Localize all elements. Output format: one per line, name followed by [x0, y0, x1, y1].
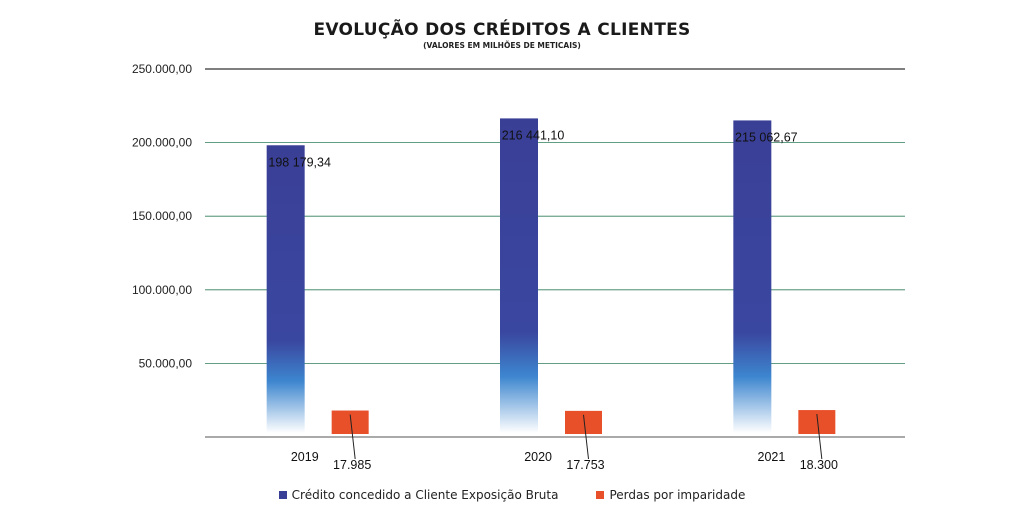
bar-impairment	[565, 410, 602, 434]
data-label-credit: 198 179,34	[268, 155, 331, 169]
chart-title: EVOLUÇÃO DOS CRÉDITOS A CLIENTES	[313, 20, 691, 40]
chart-legend: Crédito concedido a Cliente Exposição Br…	[0, 488, 1024, 502]
leader-line	[583, 414, 589, 460]
data-label-impairment: 17.985	[333, 458, 371, 472]
data-label-impairment: 17.753	[566, 458, 604, 472]
y-tick-label: 100.000,00	[132, 283, 192, 297]
legend-label-credit: Crédito concedido a Cliente Exposição Br…	[291, 488, 559, 502]
y-tick-label: 50.000,00	[139, 356, 193, 370]
bar-impairment	[798, 410, 836, 434]
x-tick-label: 2020	[524, 450, 552, 464]
data-label-credit: 216 441,10	[502, 128, 565, 142]
bar-credit	[500, 118, 538, 433]
legend-item-credit: Crédito concedido a Cliente Exposição Br…	[278, 488, 559, 502]
data-label-impairment: 18.300	[800, 458, 838, 472]
x-tick-label: 2021	[758, 450, 786, 464]
y-tick-label: 150.000,00	[132, 209, 192, 223]
bar-credit	[266, 145, 305, 433]
bar-credit	[733, 120, 772, 434]
leader-line	[349, 414, 356, 460]
legend-swatch-impairment	[596, 491, 605, 499]
y-tick-label: 250.000,00	[132, 62, 192, 76]
bar-impairment	[331, 410, 369, 434]
x-tick-label: 2019	[291, 450, 319, 464]
legend-label-impairment: Perdas por imparidade	[609, 488, 746, 502]
legend-item-impairment: Perdas por imparidade	[596, 488, 745, 502]
chart-subtitle: (VALORES EM MILHÕES DE METICAIS)	[423, 41, 581, 50]
legend-swatch-credit	[278, 491, 287, 499]
data-label-credit: 215 062,67	[735, 130, 798, 144]
y-tick-label: 200.000,00	[132, 136, 192, 150]
leader-line	[816, 414, 823, 460]
